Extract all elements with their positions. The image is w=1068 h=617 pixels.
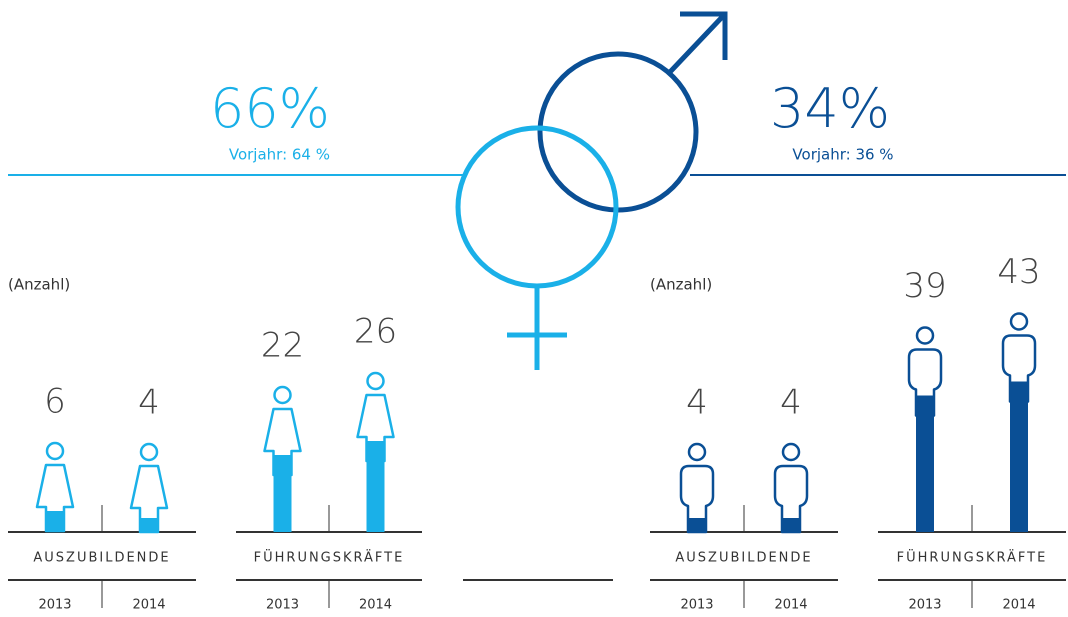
female-circle (455, 125, 619, 289)
group-title: FÜHRUNGSKRÄFTE (897, 549, 1048, 566)
figure-head (45, 441, 65, 461)
figure-body (773, 464, 809, 534)
figure-body (679, 464, 715, 534)
value-label: 4 (686, 383, 708, 423)
male-arrow (668, 11, 728, 74)
bar (140, 518, 158, 532)
bar (1010, 381, 1028, 532)
bar (916, 395, 934, 532)
year-label: 2013 (680, 598, 713, 613)
value-label: 4 (780, 383, 802, 423)
bar (46, 511, 64, 532)
figure-head (139, 442, 159, 462)
value-label: 43 (997, 252, 1040, 292)
value-label: 22 (261, 326, 304, 366)
value-label: 39 (903, 266, 946, 306)
value-label: 26 (354, 312, 397, 352)
year-label: 2014 (774, 598, 807, 613)
previous-male: Vorjahr: 36 % (792, 146, 893, 164)
figure-head (687, 442, 707, 462)
unit-label: (Anzahl) (8, 276, 70, 294)
year-label: 2014 (1002, 598, 1035, 613)
year-label: 2013 (38, 598, 71, 613)
group-title: AUSZUBILDENDE (675, 551, 812, 566)
bar (782, 518, 800, 532)
female-cross (507, 287, 567, 370)
gender-symbols (455, 11, 728, 370)
previous-female: Vorjahr: 64 % (229, 146, 330, 164)
year-label: 2013 (266, 598, 299, 613)
figure-head (781, 442, 801, 462)
figure-head (915, 326, 935, 345)
year-label: 2013 (908, 598, 941, 613)
unit-label: (Anzahl) (650, 276, 712, 294)
value-label: 4 (138, 383, 160, 423)
share-female: 66% (210, 77, 330, 140)
year-label: 2014 (132, 598, 165, 613)
share-male: 34% (770, 77, 890, 140)
figure-head (273, 385, 292, 405)
bar (273, 455, 292, 532)
bar (688, 518, 706, 532)
value-label: 6 (44, 382, 66, 422)
group-title: FÜHRUNGSKRÄFTE (254, 549, 405, 566)
bar (366, 441, 385, 532)
figure-head (1009, 312, 1029, 331)
year-label: 2014 (359, 598, 392, 613)
group-title: AUSZUBILDENDE (33, 551, 170, 566)
figure-head (366, 371, 385, 391)
